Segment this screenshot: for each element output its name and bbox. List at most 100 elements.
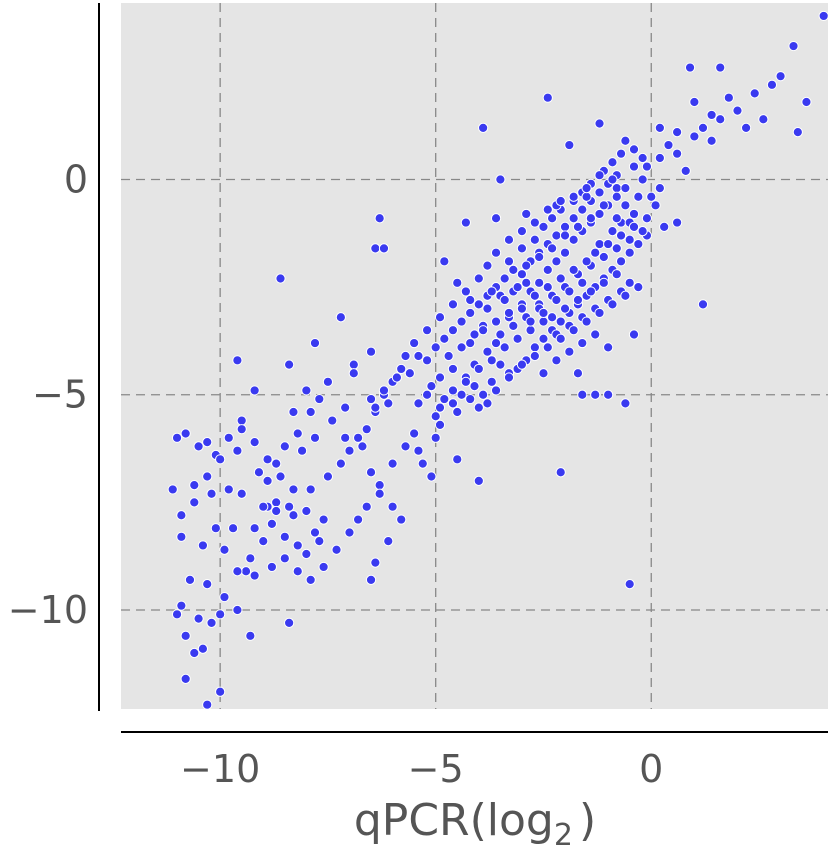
- data-point: [603, 238, 614, 250]
- data-point: [258, 501, 269, 512]
- data-point: [202, 699, 213, 710]
- x-axis-title: qPCR(log2): [354, 795, 596, 848]
- data-point: [279, 531, 290, 542]
- data-point: [396, 514, 407, 525]
- data-point: [615, 148, 627, 159]
- data-point: [404, 368, 415, 379]
- data-point: [279, 553, 290, 564]
- data-point: [210, 523, 221, 534]
- data-point: [598, 277, 609, 288]
- data-point: [443, 350, 454, 362]
- data-point: [430, 342, 441, 353]
- data-point: [434, 372, 446, 383]
- data-point: [258, 536, 269, 547]
- data-point: [559, 303, 571, 314]
- data-point: [469, 381, 480, 392]
- data-point: [758, 114, 769, 125]
- data-point: [628, 144, 640, 155]
- data-point: [590, 389, 601, 400]
- data-point: [654, 152, 665, 164]
- data-point: [499, 294, 510, 306]
- data-point: [284, 617, 295, 629]
- data-point: [452, 454, 463, 465]
- data-point: [452, 406, 463, 418]
- data-point: [206, 488, 217, 499]
- data-point: [447, 385, 459, 396]
- data-point: [801, 96, 812, 108]
- data-point: [473, 402, 484, 413]
- data-point: [478, 122, 489, 133]
- data-point: [370, 243, 381, 254]
- data-point: [637, 174, 648, 185]
- data-point: [223, 484, 234, 495]
- data-point: [551, 294, 562, 306]
- data-point: [646, 191, 657, 202]
- data-point: [249, 523, 260, 534]
- data-point: [478, 325, 489, 336]
- data-point: [439, 393, 450, 405]
- data-point: [482, 346, 493, 357]
- data-point: [564, 139, 575, 151]
- data-point: [512, 282, 523, 293]
- data-point: [503, 307, 515, 319]
- data-point: [499, 342, 510, 353]
- data-point: [253, 467, 265, 478]
- data-point: [262, 475, 273, 486]
- data-point: [232, 445, 243, 456]
- data-point: [577, 277, 588, 288]
- data-point: [215, 609, 226, 620]
- data-point: [508, 264, 519, 276]
- data-point: [715, 62, 726, 73]
- data-point: [538, 333, 549, 344]
- data-point: [633, 191, 644, 202]
- data-point: [271, 497, 282, 508]
- x-tick-label: −10: [180, 747, 260, 791]
- data-point: [564, 286, 575, 297]
- data-point: [301, 385, 312, 396]
- data-point: [529, 234, 540, 245]
- data-point: [624, 277, 635, 288]
- data-point: [322, 471, 334, 482]
- data-point: [672, 127, 683, 138]
- data-point: [568, 191, 579, 202]
- data-point: [723, 92, 734, 103]
- data-point: [275, 273, 286, 284]
- data-point: [512, 333, 523, 344]
- data-point: [542, 264, 553, 276]
- data-point: [521, 277, 532, 288]
- data-point: [202, 436, 213, 448]
- data-point: [353, 432, 364, 443]
- data-point: [628, 329, 640, 340]
- data-point: [249, 385, 260, 396]
- data-point: [585, 286, 596, 297]
- data-point: [611, 269, 622, 280]
- data-point: [180, 673, 191, 684]
- data-point: [628, 161, 640, 172]
- data-point: [577, 389, 588, 400]
- data-point: [327, 415, 338, 426]
- data-point: [417, 458, 428, 469]
- data-point: [465, 393, 476, 405]
- data-point: [568, 234, 579, 245]
- data-point: [534, 251, 545, 263]
- data-point: [318, 514, 329, 525]
- data-point: [503, 234, 515, 245]
- data-point: [680, 165, 691, 176]
- data-point: [607, 157, 618, 168]
- data-point: [654, 183, 665, 194]
- data-point: [288, 484, 299, 495]
- data-point: [344, 527, 355, 538]
- data-point: [378, 385, 390, 396]
- data-point: [525, 325, 536, 336]
- data-point: [374, 480, 385, 491]
- data-point: [672, 148, 683, 159]
- data-point: [344, 445, 355, 456]
- data-point: [559, 247, 571, 258]
- data-point: [383, 536, 394, 547]
- data-point: [611, 183, 622, 194]
- data-point: [266, 518, 277, 529]
- data-point: [615, 230, 627, 241]
- data-point: [641, 213, 653, 224]
- data-point: [503, 372, 515, 383]
